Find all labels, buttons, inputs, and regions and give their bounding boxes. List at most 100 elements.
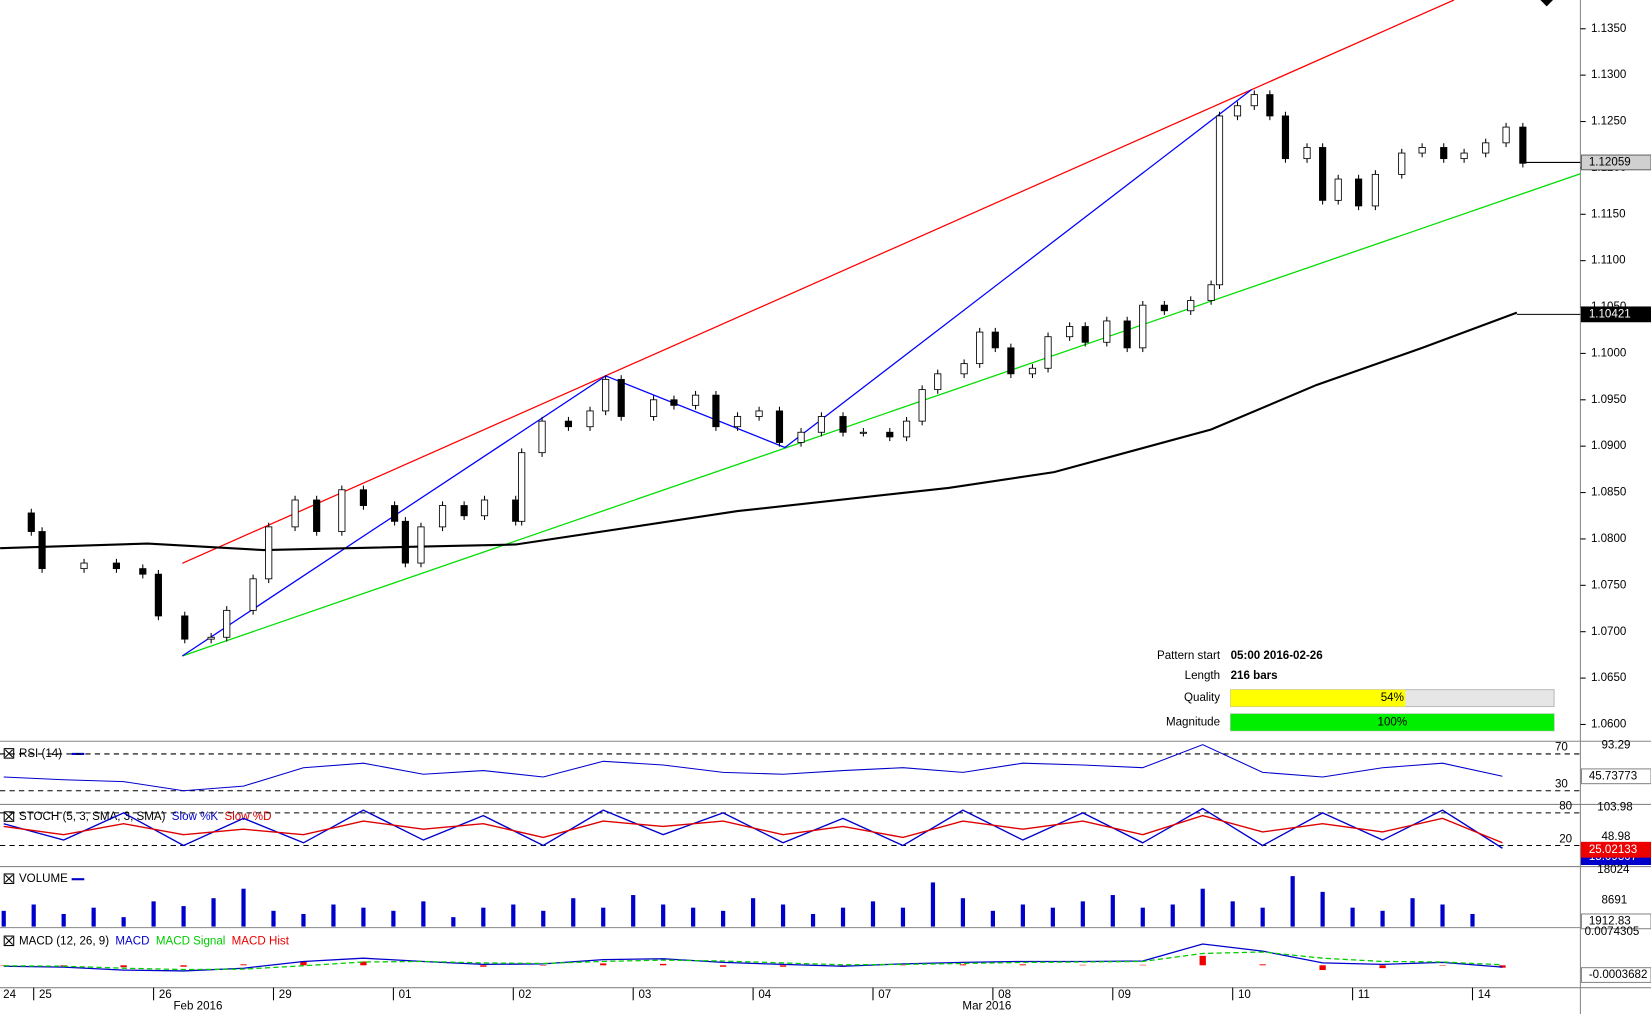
axis-value: 103.98: [1597, 802, 1632, 814]
volume-bar: [1320, 891, 1325, 927]
x-tick-label: 14: [1478, 989, 1491, 1001]
candle-body: [1103, 320, 1111, 343]
pattern-value: 05:00 2016-02-26: [1231, 650, 1324, 662]
candle-body: [586, 410, 594, 428]
candle-body: [934, 373, 942, 391]
candle-body: [1233, 105, 1242, 117]
candle-body: [38, 531, 46, 570]
candle-body: [617, 378, 625, 417]
candle-body: [1334, 178, 1342, 201]
macd-hist: [959, 964, 967, 966]
month-label: Feb 2016: [173, 1001, 222, 1013]
pattern-info: Pattern start 05:00 2016-02-26 Length 21…: [1157, 650, 1555, 732]
candle-body: [1482, 142, 1490, 154]
volume-bar: [61, 913, 66, 927]
volume-bar: [691, 907, 696, 927]
candle-body: [564, 420, 573, 428]
macd-hist: [1499, 965, 1506, 968]
macd-hist: [1199, 955, 1206, 966]
candle-body: [223, 609, 231, 638]
volume-bar: [1290, 876, 1295, 927]
moving-average: [0, 311, 1518, 552]
axis-value: 48.98: [1601, 831, 1630, 843]
candle-body: [1355, 178, 1363, 207]
candle-body: [1139, 304, 1147, 349]
macd-hist: [180, 965, 187, 967]
candle-body: [181, 615, 189, 640]
volume-bar: [151, 901, 156, 927]
panel-title: VOLUME: [19, 873, 68, 885]
candle-body: [1007, 347, 1015, 375]
candle-body: [1303, 147, 1311, 160]
y-tick-label: 1.0850: [1591, 487, 1626, 499]
candle-body: [712, 394, 720, 428]
y-tick-label: 30: [1555, 779, 1568, 791]
candle-body: [1502, 126, 1510, 144]
candle-body: [1044, 336, 1052, 369]
volume-bar: [900, 907, 906, 927]
macd-hist: [660, 963, 667, 966]
volume-bar: [1110, 895, 1115, 927]
candle-body: [154, 573, 162, 617]
y-tick-label: 80: [1559, 801, 1572, 813]
y-tick-label: 1.0650: [1591, 672, 1626, 684]
candle-body: [391, 505, 399, 522]
value-box: [1580, 841, 1651, 858]
y-tick-label: 1.1250: [1591, 116, 1626, 128]
x-tick-label: 04: [758, 989, 771, 1001]
pattern-value: 216 bars: [1231, 670, 1278, 682]
axis-value: 0.0074305: [1585, 926, 1640, 938]
volume-bar: [31, 904, 36, 927]
y-tick-label: 1.1300: [1591, 69, 1626, 81]
pattern-label: Pattern start: [1157, 650, 1221, 662]
stoch-line: [3, 814, 1503, 844]
x-tick-label: 29: [279, 989, 292, 1001]
candle-body: [817, 416, 826, 433]
x-tick-label: 26: [159, 989, 172, 1001]
candle-body: [755, 410, 763, 417]
volume-bar: [271, 910, 276, 927]
axis-value: 93.29: [1601, 740, 1630, 752]
volume-bar: [121, 917, 126, 927]
volume-bar: [481, 907, 486, 927]
candle-body: [1160, 304, 1168, 312]
x-tick-label: 02: [519, 989, 532, 1001]
candle-body: [859, 431, 867, 434]
x-tick-label: 25: [39, 989, 52, 1001]
candle-body: [1250, 94, 1258, 107]
candle-body: [1440, 147, 1448, 160]
volume-bar: [1200, 888, 1205, 927]
macd-hist: [480, 965, 487, 967]
panel-title: STOCH (5, 3, SMA, 3, SMA) Slow %K Slow %D: [19, 811, 272, 823]
x-tick-label: 07: [878, 989, 891, 1001]
volume-bar: [661, 904, 666, 927]
candle-body: [1266, 94, 1274, 117]
pattern-label: Quality: [1184, 692, 1220, 704]
candle-body: [1281, 115, 1290, 160]
panel-close-x: [4, 812, 14, 821]
y-tick-label: 1.1150: [1591, 208, 1626, 220]
value-box: [1580, 154, 1651, 171]
volume-bar: [631, 895, 636, 927]
y-tick-label: 1.1100: [1591, 255, 1626, 267]
candle-body: [1081, 326, 1089, 343]
candle-body: [139, 568, 147, 575]
volume-bar: [1260, 907, 1265, 927]
candle-body: [1187, 300, 1195, 312]
legend-entry: MACD Hist: [232, 935, 290, 947]
candle-body: [960, 363, 968, 375]
volume-bar: [1050, 907, 1055, 927]
macd-hist: [240, 964, 247, 966]
volume-bar: [541, 910, 546, 927]
panel-title-text: MACD (12, 26, 9): [19, 935, 109, 947]
panel-close-x: [4, 936, 14, 945]
value-box-label: -0.0003682: [1589, 969, 1648, 981]
candle-body: [1460, 152, 1468, 160]
candle-body: [670, 399, 678, 406]
macd-hist: [300, 961, 307, 966]
candle-body: [1123, 320, 1131, 349]
candle-body: [775, 410, 784, 443]
value-box-label: 25.02133: [1589, 844, 1637, 856]
